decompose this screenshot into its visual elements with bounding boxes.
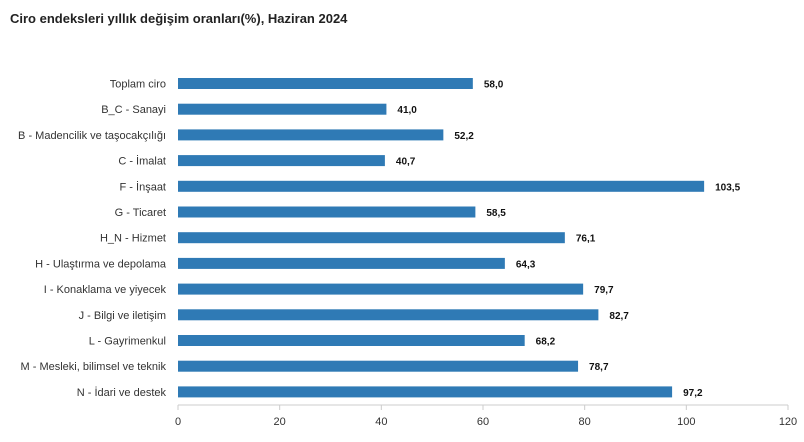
bar-f-i-n-aat: [178, 180, 705, 192]
value-label: 64,3: [516, 259, 536, 270]
category-label: H - Ulaştırma ve depolama: [35, 258, 167, 270]
x-axis-ticks: 0 20 40 60 80 100 120: [175, 405, 797, 428]
category-label: L - Gayrimenkul: [89, 336, 166, 348]
bar-i-konaklama-ve-yiyecek: [178, 283, 584, 295]
x-tick-label: 120: [779, 416, 797, 428]
value-label: 40,7: [396, 157, 416, 168]
value-label: 58,5: [486, 208, 506, 219]
value-label: 41,0: [397, 105, 417, 116]
category-label: G - Ticaret: [115, 207, 166, 219]
value-label: 103,5: [715, 182, 740, 193]
bar-toplam-ciro: [178, 78, 473, 89]
value-label: 68,2: [536, 337, 556, 348]
x-tick-label: 100: [677, 416, 695, 428]
category-label: B - Madencilik ve taşocakçılığı: [18, 130, 166, 142]
bar-c-i-malat: [178, 155, 385, 167]
bar-g-ticaret: [178, 206, 476, 218]
bar-m-mesleki-bilimsel-ve-teknik: [178, 360, 579, 372]
value-label: 58,0: [484, 80, 504, 91]
x-tick-label: 60: [477, 416, 489, 428]
category-label: J - Bilgi ve iletişim: [79, 310, 166, 322]
value-label: 76,1: [576, 234, 596, 245]
category-label: Toplam ciro: [110, 79, 166, 91]
category-label: N - İdari ve destek: [77, 386, 167, 399]
category-label: B_C - Sanayi: [101, 104, 166, 116]
value-label: 52,2: [454, 131, 474, 142]
x-tick-label: 20: [274, 416, 286, 428]
x-tick-label: 40: [375, 416, 387, 428]
category-label: H_N - Hizmet: [100, 233, 166, 245]
value-label: 78,7: [589, 362, 609, 373]
bar-n-i-dari-ve-destek: [178, 386, 673, 398]
value-label: 79,7: [594, 285, 614, 296]
x-tick-label: 0: [175, 416, 181, 428]
bar-h-n-hizmet: [178, 232, 565, 244]
x-tick-label: 80: [579, 416, 591, 428]
category-label: C - İmalat: [118, 155, 166, 168]
labels-layer: Toplam ciro 58,0 B_C - Sanayi 41,0 B - Maden…: [18, 79, 741, 399]
bar-l-gayrimenkul: [178, 335, 525, 346]
bar-j-bilgi-ve-ileti-im: [178, 309, 599, 321]
category-label: F - İnşaat: [120, 180, 166, 193]
bars-layer: [178, 78, 705, 398]
category-label: I - Konaklama ve yiyecek: [44, 284, 167, 296]
bar-b-madencilik-ve-ta-ocak-l: [178, 129, 444, 141]
value-label: 97,2: [683, 388, 703, 399]
bar-b-c-sanayi: [178, 103, 387, 115]
category-label: M - Mesleki, bilimsel ve teknik: [21, 361, 167, 373]
chart-title: Ciro endeksleri yıllık değişim oranları(…: [10, 11, 348, 26]
value-label: 82,7: [609, 311, 629, 322]
bar-h-ula-t-rma-ve-depolama: [178, 257, 505, 269]
